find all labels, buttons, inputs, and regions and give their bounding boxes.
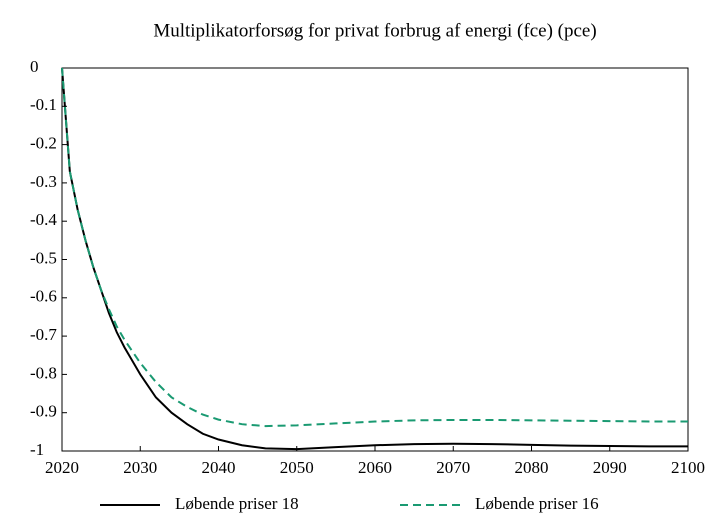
- plot-frame: [61, 67, 689, 452]
- y-tick-label: -0.9: [30, 402, 57, 421]
- series-line: [61, 67, 688, 451]
- x-tick-label: 2020: [45, 458, 79, 477]
- legend-label: Løbende priser 16: [475, 494, 599, 513]
- y-tick-label: -1: [30, 440, 44, 459]
- y-tick-label: -0.5: [30, 248, 57, 267]
- y-tick-label: -0.4: [30, 210, 57, 229]
- y-tick-label: -0.2: [30, 134, 57, 153]
- series-line: [61, 67, 688, 428]
- x-tick-label: 2090: [593, 458, 627, 477]
- chart-title: Multiplikatorforsøg for privat forbrug a…: [153, 20, 596, 41]
- y-tick-label: -0.6: [30, 287, 57, 306]
- x-tick-label: 2050: [280, 458, 314, 477]
- y-tick-label: -0.7: [30, 325, 57, 344]
- x-tick-label: 2030: [123, 458, 157, 477]
- x-tick-label: 2070: [436, 458, 470, 477]
- x-tick-label: 2060: [358, 458, 392, 477]
- y-tick-label: -0.1: [30, 95, 57, 114]
- y-tick-label: 0: [30, 57, 39, 76]
- y-tick-label: -0.8: [30, 363, 57, 382]
- x-tick-label: 2040: [202, 458, 236, 477]
- legend-label: Løbende priser 18: [175, 494, 299, 513]
- x-tick-label: 2100: [671, 458, 705, 477]
- x-tick-label: 2080: [515, 458, 549, 477]
- y-tick-label: -0.3: [30, 172, 57, 191]
